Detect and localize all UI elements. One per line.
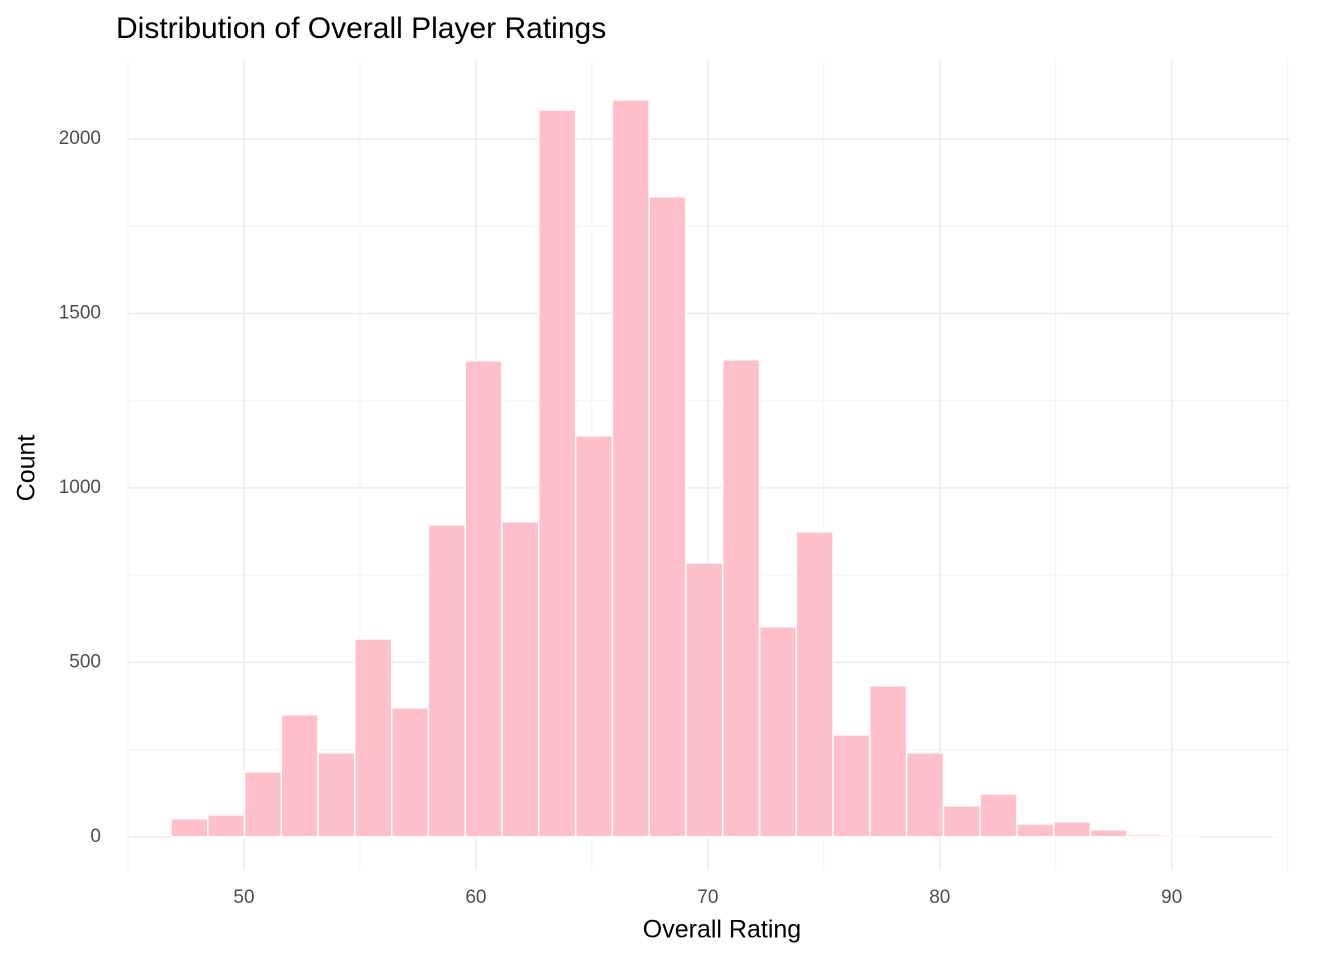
y-tick-label: 500 <box>69 651 101 672</box>
bar <box>758 626 797 838</box>
x-tick-label: 80 <box>929 887 950 908</box>
bar <box>280 713 319 838</box>
bar <box>170 817 209 838</box>
y-tick-label: 1000 <box>59 477 101 498</box>
bar <box>574 435 614 838</box>
y-axis-label: Count <box>13 435 41 502</box>
bar <box>942 805 981 838</box>
bar <box>243 771 283 838</box>
bar <box>685 562 724 838</box>
bar <box>390 706 430 838</box>
bar <box>207 814 246 838</box>
x-tick-label: 70 <box>697 887 718 908</box>
bar <box>979 793 1018 838</box>
bar <box>795 531 834 838</box>
ticks: 50 60 70 80 90 0 500 1000 1500 2000 <box>59 128 1183 908</box>
y-tick-label: 1500 <box>59 302 101 323</box>
bar <box>1089 829 1129 838</box>
x-tick-label: 50 <box>233 887 254 908</box>
bar <box>1163 834 1202 838</box>
bar <box>354 638 393 838</box>
bar <box>832 734 871 838</box>
bar <box>868 684 908 838</box>
bar <box>1126 834 1165 838</box>
x-axis-label: Overall Rating <box>643 916 801 944</box>
bar <box>464 360 503 838</box>
bar <box>317 751 356 838</box>
y-tick-label: 0 <box>90 826 101 847</box>
x-tick-label: 90 <box>1161 887 1182 908</box>
bar <box>905 751 945 838</box>
y-tick-label: 2000 <box>59 128 101 149</box>
bar <box>1016 823 1055 838</box>
x-tick-label: 60 <box>465 887 486 908</box>
chart-title: Distribution of Overall Player Ratings <box>116 12 606 45</box>
bar <box>648 196 687 838</box>
bar <box>611 99 650 838</box>
bars <box>170 99 1313 838</box>
bar <box>538 109 577 838</box>
bar <box>1052 821 1092 838</box>
bar <box>501 520 540 838</box>
bar <box>721 359 761 838</box>
bar <box>427 524 466 838</box>
